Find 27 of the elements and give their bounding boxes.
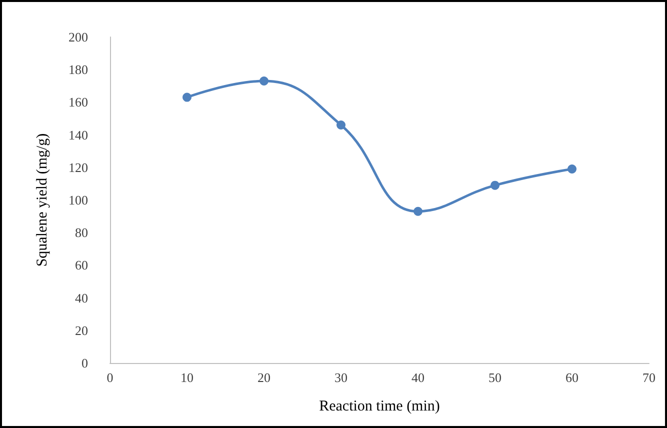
- x-tick-label: 0: [106, 370, 114, 385]
- x-tick-label: 50: [488, 370, 502, 385]
- y-tick-label: 200: [68, 30, 88, 44]
- y-axis-title: Squalene yield (mg/g): [34, 133, 50, 267]
- x-tick-label: 70: [642, 370, 656, 385]
- point: [182, 92, 192, 102]
- y-tick-label: 60: [75, 258, 88, 273]
- point: [336, 120, 346, 130]
- x-tick-label: 60: [566, 370, 578, 385]
- x-tick-label: 10: [180, 370, 194, 385]
- y-tick-label: 0: [82, 356, 88, 370]
- y-tick-label: 160: [68, 94, 88, 110]
- y-tick-label: 100: [68, 192, 88, 208]
- point: [490, 180, 500, 190]
- y-tick-label: 40: [75, 290, 88, 306]
- point: [568, 164, 576, 174]
- x-tick-label: 30: [334, 370, 348, 385]
- y-tick-label: 140: [68, 127, 88, 142]
- y-tick-label: 120: [68, 160, 88, 175]
- x-tick-label: 20: [258, 370, 270, 385]
- x-axis-title: Reaction time (min): [319, 398, 440, 414]
- y-tick-label: 80: [75, 225, 88, 240]
- x-tick-label: 40: [412, 370, 424, 385]
- point: [414, 206, 422, 216]
- point: [260, 76, 268, 86]
- y-tick-label: 180: [68, 62, 88, 78]
- y-tick-label: 20: [75, 322, 88, 338]
